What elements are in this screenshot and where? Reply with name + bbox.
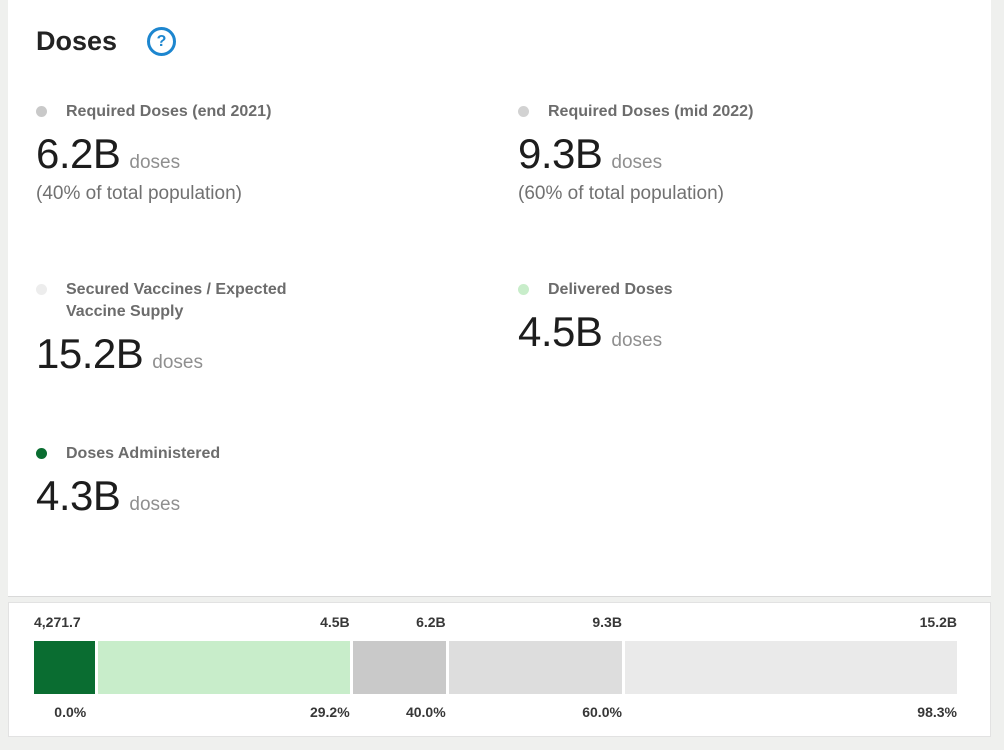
stat-note: (60% of total population) xyxy=(518,183,724,204)
stat-value: 4.3B xyxy=(36,472,121,519)
bar-doses-labels: 4,271.7 4.5B 6.2B 9.3B 15.2B xyxy=(34,612,957,632)
stat-label: Required Doses (mid 2022) xyxy=(548,103,754,120)
help-icon[interactable]: ? xyxy=(147,27,177,56)
stat-unit: doses xyxy=(611,152,663,173)
legend-dot-required-end-2021 xyxy=(36,106,47,117)
bar-doses-label-required-end-2021: 6.2B xyxy=(416,614,446,630)
stat-value: 15.2B xyxy=(36,330,144,377)
page-title: Doses xyxy=(36,26,118,56)
bar-percent-label-delivered: 29.2% xyxy=(309,704,350,720)
bar-segment-delivered[interactable] xyxy=(97,641,350,694)
stat-delivered: Delivered Doses 4.5B doses xyxy=(518,279,973,354)
stat-administered: Doses Administered 4.3B doses xyxy=(36,443,491,518)
stat-required-end-2021: Required Doses (end 2021) 6.2B doses (40… xyxy=(36,101,491,205)
progress-bar: 4,271.7 4.5B 6.2B 9.3B 15.2B 0.0% 29.2% 40.0% 6… xyxy=(34,612,957,722)
bar-percent-label-required-mid-2022: 60.0% xyxy=(582,704,622,720)
bar-doses-label-required-mid-2022: 9.3B xyxy=(592,614,622,630)
stat-value: 4.5B xyxy=(518,308,603,355)
bar-segment-administered[interactable] xyxy=(34,641,95,694)
bar-percent-label-secured-supply: 98.3% xyxy=(917,704,957,720)
bar-segment-required-mid-2022[interactable] xyxy=(448,641,622,694)
stat-unit: doses xyxy=(611,330,663,351)
bar-start-percent-label: 0.0% xyxy=(54,704,87,720)
legend-dot-administered xyxy=(36,448,47,459)
bar-start-doses-label: 4,271.7 xyxy=(34,614,81,630)
bar-doses-label-delivered: 4.5B xyxy=(320,614,350,630)
doses-panel: Doses ? Required Doses (end 2021) 6.2B d… xyxy=(8,0,991,597)
stat-label: Secured Vaccines / Expected Vaccine Supp… xyxy=(66,281,287,320)
legend-dot-delivered xyxy=(518,284,529,295)
stat-label: Doses Administered xyxy=(66,445,221,462)
stat-label: Required Doses (end 2021) xyxy=(66,103,272,120)
doses-progress-card: 4,271.7 4.5B 6.2B 9.3B 15.2B 0.0% 29.2% 40.0% 6… xyxy=(8,602,991,737)
bar-percent-labels: 0.0% 29.2% 40.0% 60.0% 98.3% xyxy=(34,702,957,722)
legend-dot-required-mid-2022 xyxy=(518,106,529,117)
stat-value: 9.3B xyxy=(518,130,603,177)
bar-percent-label-required-end-2021: 40.0% xyxy=(405,704,446,720)
bar-segment-required-end-2021[interactable] xyxy=(352,641,446,694)
bar-doses-label-secured-supply: 15.2B xyxy=(919,614,957,630)
legend-dot-secured-supply xyxy=(36,284,47,295)
stat-value: 6.2B xyxy=(36,130,121,177)
stat-label: Delivered Doses xyxy=(548,281,673,298)
panel-header: Doses ? xyxy=(36,26,177,57)
stat-secured-supply: Secured Vaccines / Expected Vaccine Supp… xyxy=(36,279,491,376)
stat-note: (40% of total population) xyxy=(36,183,242,204)
stat-unit: doses xyxy=(152,352,203,373)
stat-required-mid-2022: Required Doses (mid 2022) 9.3B doses (60… xyxy=(518,101,973,205)
bar-segment-secured-supply[interactable] xyxy=(624,641,957,694)
stat-unit: doses xyxy=(129,152,181,173)
stat-unit: doses xyxy=(129,494,181,515)
progress-bar-track xyxy=(34,641,957,694)
